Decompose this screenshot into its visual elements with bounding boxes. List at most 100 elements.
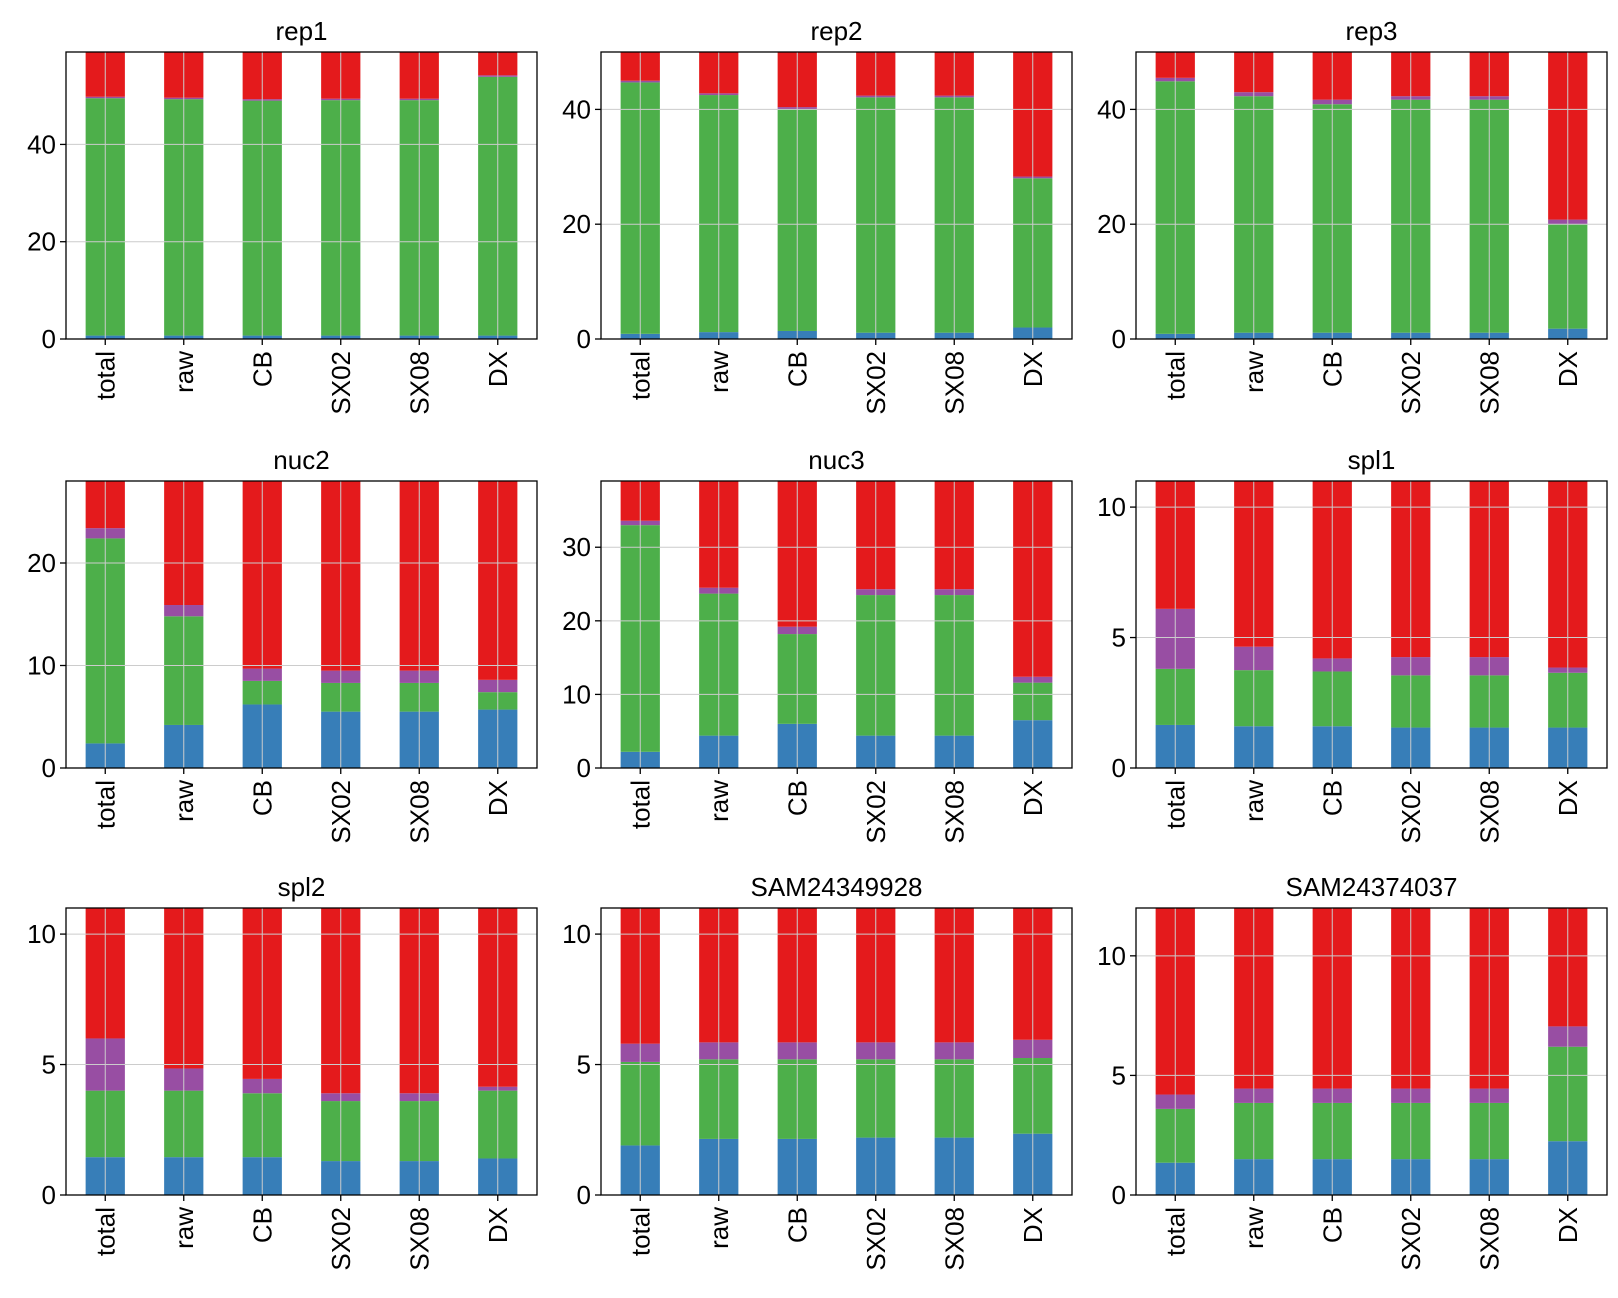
panel-1-xtick-label-total: total (625, 351, 655, 400)
panel-2-title: rep3 (1345, 16, 1397, 46)
panel-6-frame (65, 907, 538, 1196)
panel-7-ytick-label-10: 10 (562, 919, 591, 949)
panel-6-ytick-label-5: 5 (42, 1050, 56, 1080)
panel-0-xtick-label-DX: DX (483, 351, 513, 387)
panel-7-ytick-label-0: 0 (577, 1180, 591, 1210)
panel-8-title: SAM24374037 (1285, 872, 1457, 902)
panel-1-ytick-label-40: 40 (562, 94, 591, 124)
panel-8-xtick-label-raw: raw (1239, 1207, 1269, 1249)
panel-5-xtick-label-SX08: SX08 (1474, 780, 1504, 844)
panel-6-xtick-label-CB: CB (247, 1207, 277, 1243)
panel-4-xtick-label-SX02: SX02 (861, 780, 891, 844)
panel-7-ytick-label-5: 5 (577, 1050, 591, 1080)
panel-0-xtick-label-SX02: SX02 (326, 351, 356, 415)
panel-4-frame (600, 480, 1073, 769)
panel-7-xtick-label-total: total (625, 1207, 655, 1256)
panel-0-ytick-label-0: 0 (42, 324, 56, 354)
panel-1-title: rep2 (810, 16, 862, 46)
panel-8-xtick-label-total: total (1160, 1207, 1190, 1256)
panel-3-frame (65, 480, 538, 769)
panel-1-frame (600, 51, 1073, 340)
panel-5-xtick-label-SX02: SX02 (1396, 780, 1426, 844)
panel-1-xtick-label-SX08: SX08 (939, 351, 969, 415)
panel-8-ytick-label-10: 10 (1097, 941, 1126, 971)
panel-6-ytick-label-0: 0 (42, 1180, 56, 1210)
panel-4-xtick-label-total: total (625, 780, 655, 829)
panel-8-xtick-label-SX02: SX02 (1396, 1207, 1426, 1271)
panel-2-xtick-label-SX08: SX08 (1474, 351, 1504, 415)
panel-2-xtick-label-DX: DX (1553, 351, 1583, 387)
panel-6-ytick-label-10: 10 (27, 919, 56, 949)
panel-4-xtick-label-raw: raw (704, 780, 734, 822)
panel-4-xtick-label-SX08: SX08 (939, 780, 969, 844)
panel-4-ytick-label-10: 10 (562, 679, 591, 709)
panel-3-xtick-label-CB: CB (247, 780, 277, 816)
panel-0-xtick-label-SX08: SX08 (404, 351, 434, 415)
panel-8-ytick-label-5: 5 (1112, 1060, 1126, 1090)
panel-6-xtick-label-total: total (90, 1207, 120, 1256)
panel-7-xtick-label-raw: raw (704, 1207, 734, 1249)
panel-6-xtick-label-raw: raw (169, 1207, 199, 1249)
panel-1-ytick-label-0: 0 (577, 324, 591, 354)
panel-0-ytick-label-40: 40 (27, 129, 56, 159)
panel-8-ytick-label-0: 0 (1112, 1180, 1126, 1210)
panel-4-title: nuc3 (808, 445, 864, 475)
panel-6-title: spl2 (278, 872, 326, 902)
panel-3-ytick-label-10: 10 (27, 651, 56, 681)
panel-0-xtick-label-raw: raw (169, 351, 199, 393)
panel-8-frame (1135, 907, 1608, 1196)
panel-7-xtick-label-CB: CB (782, 1207, 812, 1243)
panel-5-ytick-label-10: 10 (1097, 492, 1126, 522)
panel-4-xtick-label-CB: CB (782, 780, 812, 816)
panel-2-xtick-label-CB: CB (1317, 351, 1347, 387)
panel-6-xtick-label-DX: DX (483, 1207, 513, 1243)
panel-1-xtick-label-DX: DX (1018, 351, 1048, 387)
panel-3-xtick-label-raw: raw (169, 780, 199, 822)
panel-6-xtick-label-SX02: SX02 (326, 1207, 356, 1271)
panel-6-xtick-label-SX08: SX08 (404, 1207, 434, 1271)
panel-2-xtick-label-total: total (1160, 351, 1190, 400)
panel-0-frame (65, 51, 538, 340)
panel-2-frame (1135, 51, 1608, 340)
panel-0-ytick-label-20: 20 (27, 227, 56, 257)
panel-5-frame (1135, 480, 1608, 769)
panel-1-xtick-label-CB: CB (782, 351, 812, 387)
panel-3-xtick-label-SX02: SX02 (326, 780, 356, 844)
panel-5-xtick-label-DX: DX (1553, 780, 1583, 816)
panel-7-xtick-label-DX: DX (1018, 1207, 1048, 1243)
panel-1-xtick-label-raw: raw (704, 351, 734, 393)
panel-5-xtick-label-total: total (1160, 780, 1190, 829)
panel-3-xtick-label-total: total (90, 780, 120, 829)
panel-1-xtick-label-SX02: SX02 (861, 351, 891, 415)
panel-5-xtick-label-CB: CB (1317, 780, 1347, 816)
panel-8-xtick-label-CB: CB (1317, 1207, 1347, 1243)
panel-4-ytick-label-0: 0 (577, 753, 591, 783)
panel-0-xtick-label-total: total (90, 351, 120, 400)
panel-0-xtick-label-CB: CB (247, 351, 277, 387)
panel-3-ytick-label-20: 20 (27, 548, 56, 578)
panel-4-ytick-label-20: 20 (562, 606, 591, 636)
panel-5-title: spl1 (1348, 445, 1396, 475)
panel-3-ytick-label-0: 0 (42, 753, 56, 783)
panel-1-ytick-label-20: 20 (562, 209, 591, 239)
panel-7-xtick-label-SX02: SX02 (861, 1207, 891, 1271)
panel-7-frame (600, 907, 1073, 1196)
panel-4-ytick-label-30: 30 (562, 532, 591, 562)
panel-2-ytick-label-20: 20 (1097, 209, 1126, 239)
panel-3-xtick-label-SX08: SX08 (404, 780, 434, 844)
panel-2-xtick-label-raw: raw (1239, 351, 1269, 393)
panel-0-title: rep1 (275, 16, 327, 46)
panel-2-ytick-label-0: 0 (1112, 324, 1126, 354)
panel-5-ytick-label-0: 0 (1112, 753, 1126, 783)
panel-5-ytick-label-5: 5 (1112, 623, 1126, 653)
panel-5-xtick-label-raw: raw (1239, 780, 1269, 822)
panel-2-xtick-label-SX02: SX02 (1396, 351, 1426, 415)
panel-3-xtick-label-DX: DX (483, 780, 513, 816)
panel-4-xtick-label-DX: DX (1018, 780, 1048, 816)
panel-8-xtick-label-DX: DX (1553, 1207, 1583, 1243)
panel-7-xtick-label-SX08: SX08 (939, 1207, 969, 1271)
panel-3-title: nuc2 (273, 445, 329, 475)
panel-8-xtick-label-SX08: SX08 (1474, 1207, 1504, 1271)
panel-7-title: SAM24349928 (750, 872, 922, 902)
